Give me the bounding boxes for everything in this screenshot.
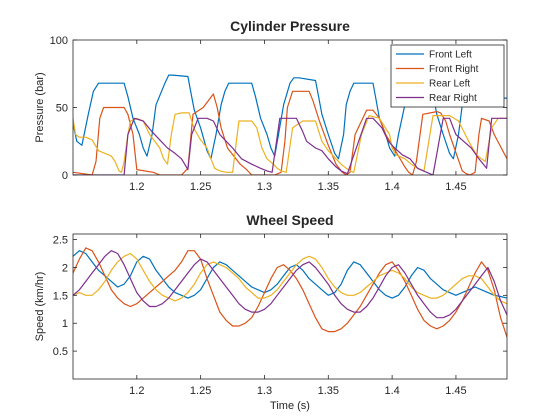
series-line-front-left (73, 250, 507, 299)
chart-title: Cylinder Pressure (230, 18, 350, 34)
y-axis-label: Pressure (bar) (34, 72, 46, 142)
y-tick-label: 1.5 (53, 290, 68, 302)
y-tick-label: 1 (62, 318, 68, 330)
series-line-front-right (73, 247, 507, 338)
axes-2: 1.2 1.25 1.3 1.35 1.4 1.45 0.5 1 1.5 2 2.5 Wheel Sp… (34, 212, 508, 412)
x-tick-label: 1.4 (384, 181, 399, 193)
y-tick-label: 2 (62, 262, 68, 274)
legend-box (390, 44, 505, 108)
x-tick-label: 1.3 (257, 181, 272, 193)
x-tick-label: 1.3 (257, 385, 272, 397)
x-tick-label: 1.25 (190, 181, 211, 193)
x-tick-label: 1.35 (318, 181, 339, 193)
legend-label: Rear Left (429, 79, 470, 90)
legend: Front Left Front Right Rear Left Rear Right (390, 44, 505, 108)
series-group (73, 247, 507, 338)
x-tick-label: 1.2 (129, 385, 144, 397)
y-tick-label: 0 (62, 170, 68, 182)
y-tick-label: 100 (50, 35, 68, 47)
series-line-rear-right (73, 250, 507, 319)
legend-label: Front Left (429, 50, 472, 61)
chart-title: Wheel Speed (246, 212, 333, 228)
legend-label: Front Right (429, 64, 479, 75)
y-tick-label: 50 (56, 103, 68, 115)
x-tick-label: 1.45 (445, 181, 466, 193)
x-tick-label: 1.4 (384, 385, 399, 397)
x-axis-label: Time (s) (270, 400, 310, 412)
x-tick-label: 1.45 (445, 385, 466, 397)
axes-1: 1.2 1.25 1.3 1.35 1.4 1.45 0 50 100 Cylinder Pres… (34, 18, 508, 193)
axes-box (72, 233, 508, 380)
y-tick-label: 2.5 (53, 235, 68, 247)
y-tick-label: 0.5 (53, 346, 68, 358)
x-tick-label: 1.2 (129, 181, 144, 193)
series-line-rear-right (73, 117, 507, 175)
plot-area (73, 234, 507, 379)
legend-label: Rear Right (429, 93, 477, 104)
series-line-front-right (73, 90, 507, 175)
y-axis-label: Speed (km/hr) (34, 272, 46, 342)
x-tick-label: 1.25 (190, 385, 211, 397)
x-tick-label: 1.35 (318, 385, 339, 397)
series-line-rear-left (73, 252, 507, 305)
